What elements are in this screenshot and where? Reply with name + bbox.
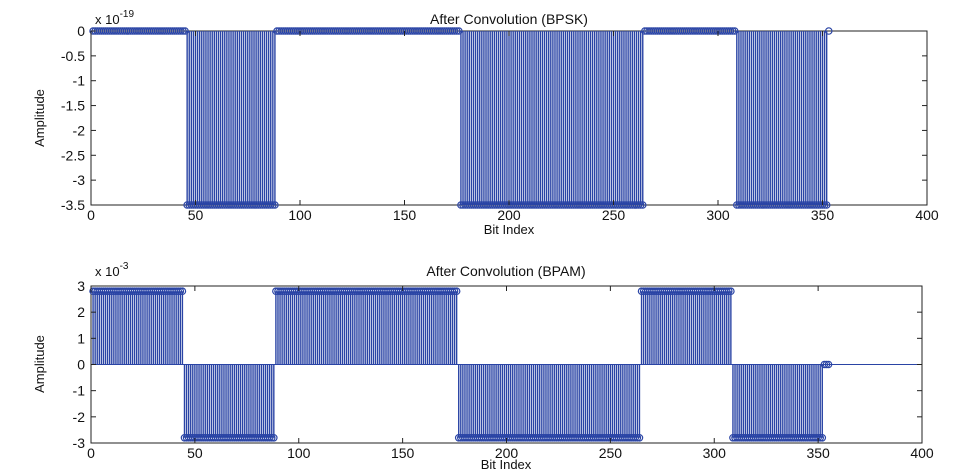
bpsk-stem-marker: [269, 201, 277, 209]
bpam-y-tick-label: 1: [77, 330, 85, 346]
bpsk-stem-marker: [452, 27, 461, 35]
bpsk-stem-marker: [820, 201, 829, 209]
bpsk-stem-marker: [726, 27, 735, 35]
bpam-x-tick-label: 150: [391, 445, 415, 461]
bpam-x-tick-label: 50: [187, 445, 203, 461]
bpsk-x-tick-label: 50: [188, 207, 204, 223]
bpsk-y-tick-label: -1: [73, 73, 86, 89]
bpsk-y-exponent: x 10-19: [95, 9, 134, 27]
bpsk-stem-marker: [728, 27, 737, 35]
bpam-x-tick-label: 0: [87, 445, 95, 461]
bpam-stem-marker: [174, 287, 183, 296]
bpsk-y-tick-label: -3.5: [61, 197, 85, 213]
bpam-stems: [89, 287, 922, 442]
bpam-stem-marker: [178, 287, 187, 296]
bpam-x-tick-label: 250: [599, 445, 623, 461]
bpsk-x-tick-label: 200: [497, 207, 521, 223]
bpam-x-tick-label: 400: [910, 445, 934, 461]
bpsk-stem-marker: [822, 201, 831, 209]
bpsk-x-tick-label: 0: [87, 207, 95, 223]
bpsk-x-tick-label: 250: [602, 207, 626, 223]
bpam-y-tick-label: -1: [73, 383, 86, 399]
bpam-chart-title: After Convolution (BPAM): [426, 263, 585, 279]
bpsk-x-tick-label: 300: [706, 207, 730, 223]
bpsk-stem-marker: [177, 27, 185, 35]
bpam-stem-marker: [724, 287, 733, 296]
bpam-stem-marker: [816, 433, 825, 442]
bpam-y-tick-label: -3: [73, 435, 86, 451]
bpsk-x-tick-label: 350: [811, 207, 835, 223]
bpsk-y-tick-label: 0: [77, 23, 85, 39]
bpam-panel: After Convolution (BPAM) Bit Index Ampli…: [32, 261, 934, 472]
bpam-y-tick-label: -2: [73, 409, 86, 425]
bpam-stem-marker: [822, 360, 831, 369]
bpsk-stem-marker: [181, 27, 189, 35]
bpsk-ticks: 0 50 100 150 200 250 300 350 400 0 -0.5 -1 -1.5 -2 -2.…: [61, 23, 939, 223]
bpsk-y-tick-label: -0.5: [61, 48, 85, 64]
bpsk-stem-marker: [730, 27, 739, 35]
bpsk-stem-marker: [634, 201, 643, 209]
bpsk-x-tick-label: 400: [915, 207, 939, 223]
bpsk-y-axis-label: Amplitude: [32, 89, 47, 147]
bpsk-stem-marker: [824, 27, 833, 35]
bpam-x-tick-label: 100: [287, 445, 311, 461]
bpam-stem-marker: [448, 287, 457, 296]
bpam-y-axis-label: Amplitude: [32, 335, 47, 393]
bpsk-stem-marker: [450, 27, 459, 35]
bpsk-y-tick-label: -1.5: [61, 98, 85, 114]
bpam-stem-marker: [270, 433, 278, 442]
bpam-stem-marker: [635, 433, 644, 442]
bpam-x-tick-label: 300: [703, 445, 727, 461]
bpam-stem-marker: [265, 433, 274, 442]
bpsk-y-exponent-base: x 10: [95, 12, 120, 27]
bpam-y-exponent-power: -3: [120, 261, 129, 272]
bpsk-panel: After Convolution (BPSK) Bit Index Ampli…: [32, 9, 939, 237]
bpsk-y-tick-label: -3: [73, 172, 86, 188]
bpam-y-exponent: x 10-3: [95, 261, 129, 279]
bpsk-stem-marker: [636, 201, 645, 209]
bpam-stem-marker: [267, 433, 276, 442]
bpam-stem-marker: [727, 287, 735, 296]
bpam-stem-marker: [722, 287, 731, 296]
bpam-stem-marker: [820, 360, 829, 369]
bpam-y-tick-label: 2: [77, 304, 85, 320]
bpsk-stems: [89, 27, 833, 209]
bpam-stem-marker: [631, 433, 640, 442]
bpsk-y-exponent-power: -19: [120, 9, 135, 20]
bpam-y-exponent-base: x 10: [95, 264, 120, 279]
bpsk-y-tick-label: -2: [73, 122, 86, 138]
bpam-stem-marker: [450, 287, 459, 296]
bpam-stem-marker: [824, 360, 833, 369]
bpam-y-tick-label: 0: [77, 357, 85, 373]
bpsk-stem-marker: [179, 27, 187, 35]
bpsk-stem-marker: [455, 27, 463, 35]
bpam-x-tick-label: 350: [806, 445, 830, 461]
bpam-stem-marker: [633, 433, 642, 442]
bpsk-stem-marker: [266, 201, 275, 209]
bpsk-chart-title: After Convolution (BPSK): [430, 11, 588, 27]
bpsk-stem-marker: [638, 201, 647, 209]
bpam-stem-marker: [176, 287, 185, 296]
bpsk-stem-marker: [271, 201, 279, 209]
bpsk-x-axis-label: Bit Index: [484, 222, 535, 237]
bpam-x-tick-label: 200: [495, 445, 519, 461]
bpsk-x-tick-label: 100: [288, 207, 312, 223]
bpam-x-axis-label: Bit Index: [481, 457, 532, 472]
bpam-stem-marker: [818, 433, 827, 442]
bpam-ticks: 0 50 100 150 200 250 300 350 400 3 2 1 0 -1 -2 -3: [73, 278, 934, 461]
bpam-stem-marker: [452, 287, 461, 296]
bpsk-y-tick-label: -2.5: [61, 147, 85, 163]
bpam-y-tick-label: 3: [77, 278, 85, 294]
bpsk-x-tick-label: 150: [393, 207, 417, 223]
